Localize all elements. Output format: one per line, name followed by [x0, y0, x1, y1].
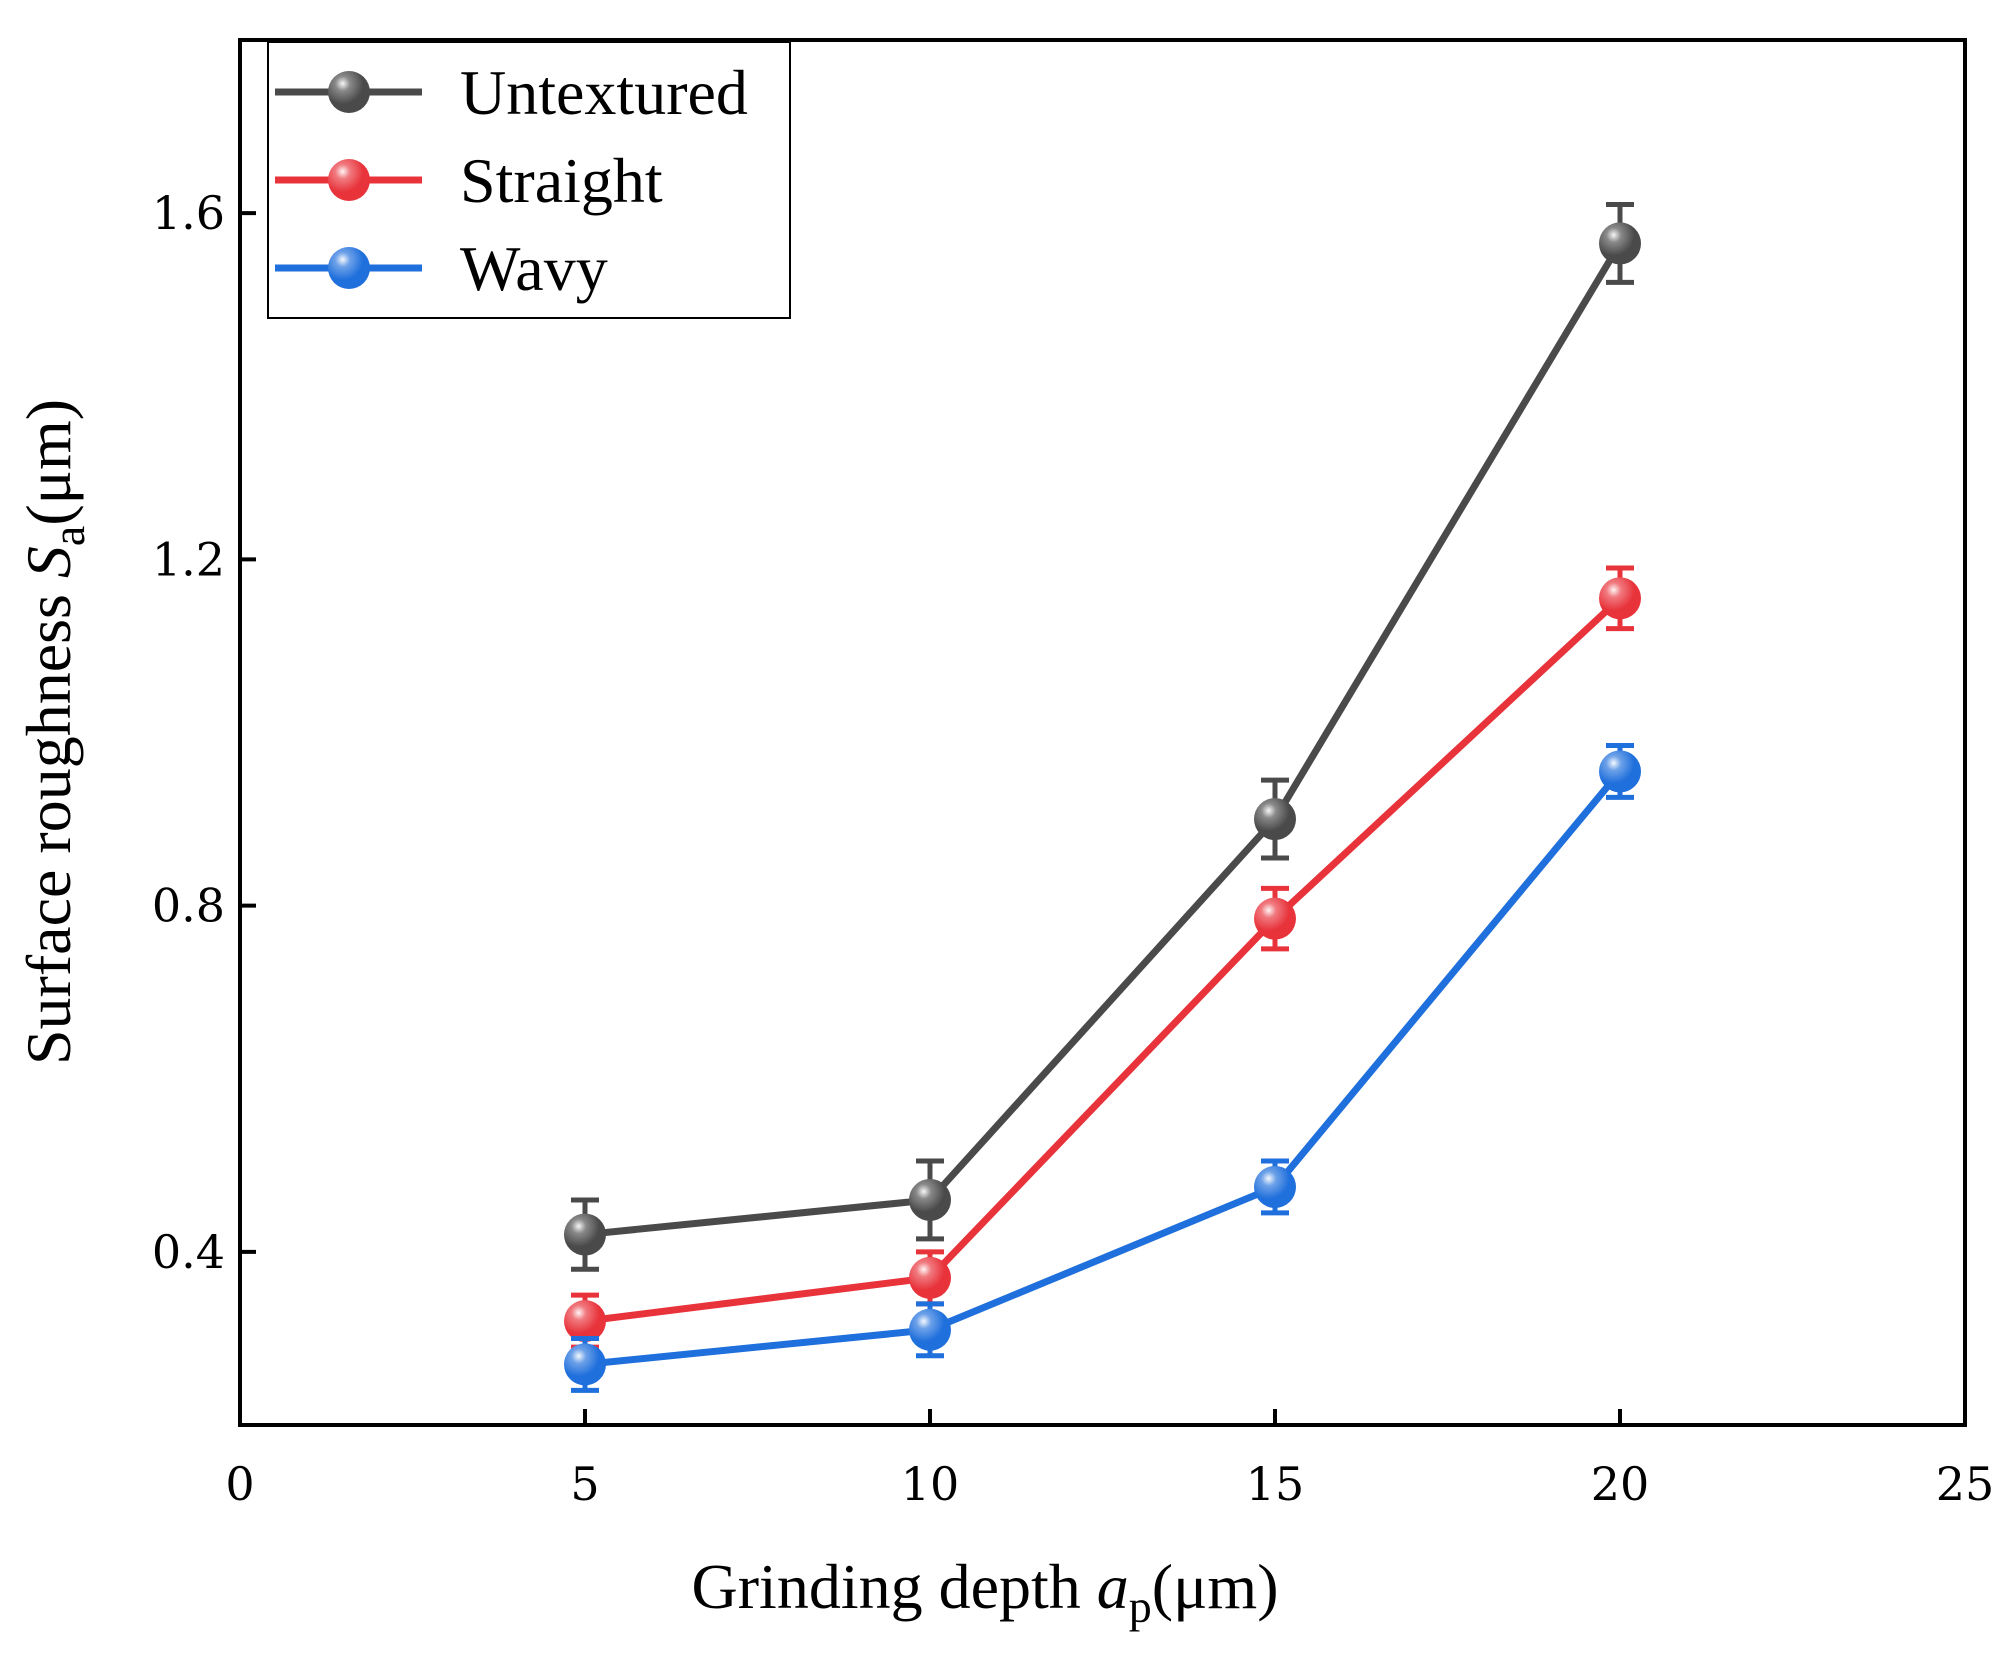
- x-axis-title: Grinding depth ap(μm): [692, 1551, 1279, 1632]
- x-axis-title-symbol: a: [1097, 1551, 1129, 1622]
- x-axis-title-unit: (μm): [1152, 1551, 1279, 1622]
- y-axis-title: Surface roughness Sa(μm): [13, 399, 94, 1065]
- data-point-highlight: [1254, 798, 1296, 840]
- x-tick-label: 25: [1936, 1457, 1995, 1511]
- x-tick-label: 15: [1246, 1457, 1305, 1511]
- y-tick-label: 1.2: [152, 532, 225, 586]
- series-untextured: [564, 204, 1641, 1269]
- legend-label: Wavy: [460, 233, 608, 304]
- axis-ticks: 0 5 10 15 20 25 0.4 0.8 1.2 1.6: [152, 186, 1994, 1511]
- y-axis-title-subscript: a: [43, 526, 94, 546]
- series-line: [585, 771, 1620, 1364]
- x-axis-title-prefix: Grinding depth: [692, 1551, 1097, 1622]
- data-point-highlight: [1254, 898, 1296, 940]
- x-tick-label: 20: [1591, 1457, 1650, 1511]
- y-tick-label: 0.4: [152, 1225, 225, 1279]
- x-tick-label: 0: [225, 1457, 254, 1511]
- legend-marker-highlight: [328, 247, 370, 289]
- data-point-highlight: [564, 1343, 606, 1385]
- legend-marker-highlight: [328, 71, 370, 113]
- data-point-highlight: [909, 1179, 951, 1221]
- plot-series: [564, 204, 1641, 1390]
- data-point-highlight: [564, 1214, 606, 1256]
- data-point-highlight: [1599, 577, 1641, 619]
- x-tick-label: 5: [570, 1457, 599, 1511]
- x-tick-label: 10: [901, 1457, 960, 1511]
- y-tick-label: 1.6: [152, 186, 225, 240]
- data-point-highlight: [1599, 222, 1641, 264]
- y-axis-title-prefix: Surface roughness: [13, 578, 84, 1065]
- y-axis-title-unit: (μm): [13, 399, 84, 526]
- legend-label: Untextured: [460, 57, 748, 128]
- x-axis-title-subscript: p: [1129, 1581, 1152, 1632]
- series-straight: [564, 568, 1641, 1347]
- data-point-highlight: [1254, 1166, 1296, 1208]
- data-point-highlight: [564, 1300, 606, 1342]
- series-wavy: [564, 745, 1641, 1390]
- data-point-highlight: [909, 1309, 951, 1351]
- legend: Untextured Straight Wavy: [268, 42, 790, 318]
- y-tick-label: 0.8: [152, 879, 225, 933]
- y-axis-title-symbol: S: [13, 546, 84, 578]
- data-point-highlight: [909, 1257, 951, 1299]
- legend-marker-highlight: [328, 159, 370, 201]
- data-point-highlight: [1599, 750, 1641, 792]
- legend-label: Straight: [460, 145, 663, 216]
